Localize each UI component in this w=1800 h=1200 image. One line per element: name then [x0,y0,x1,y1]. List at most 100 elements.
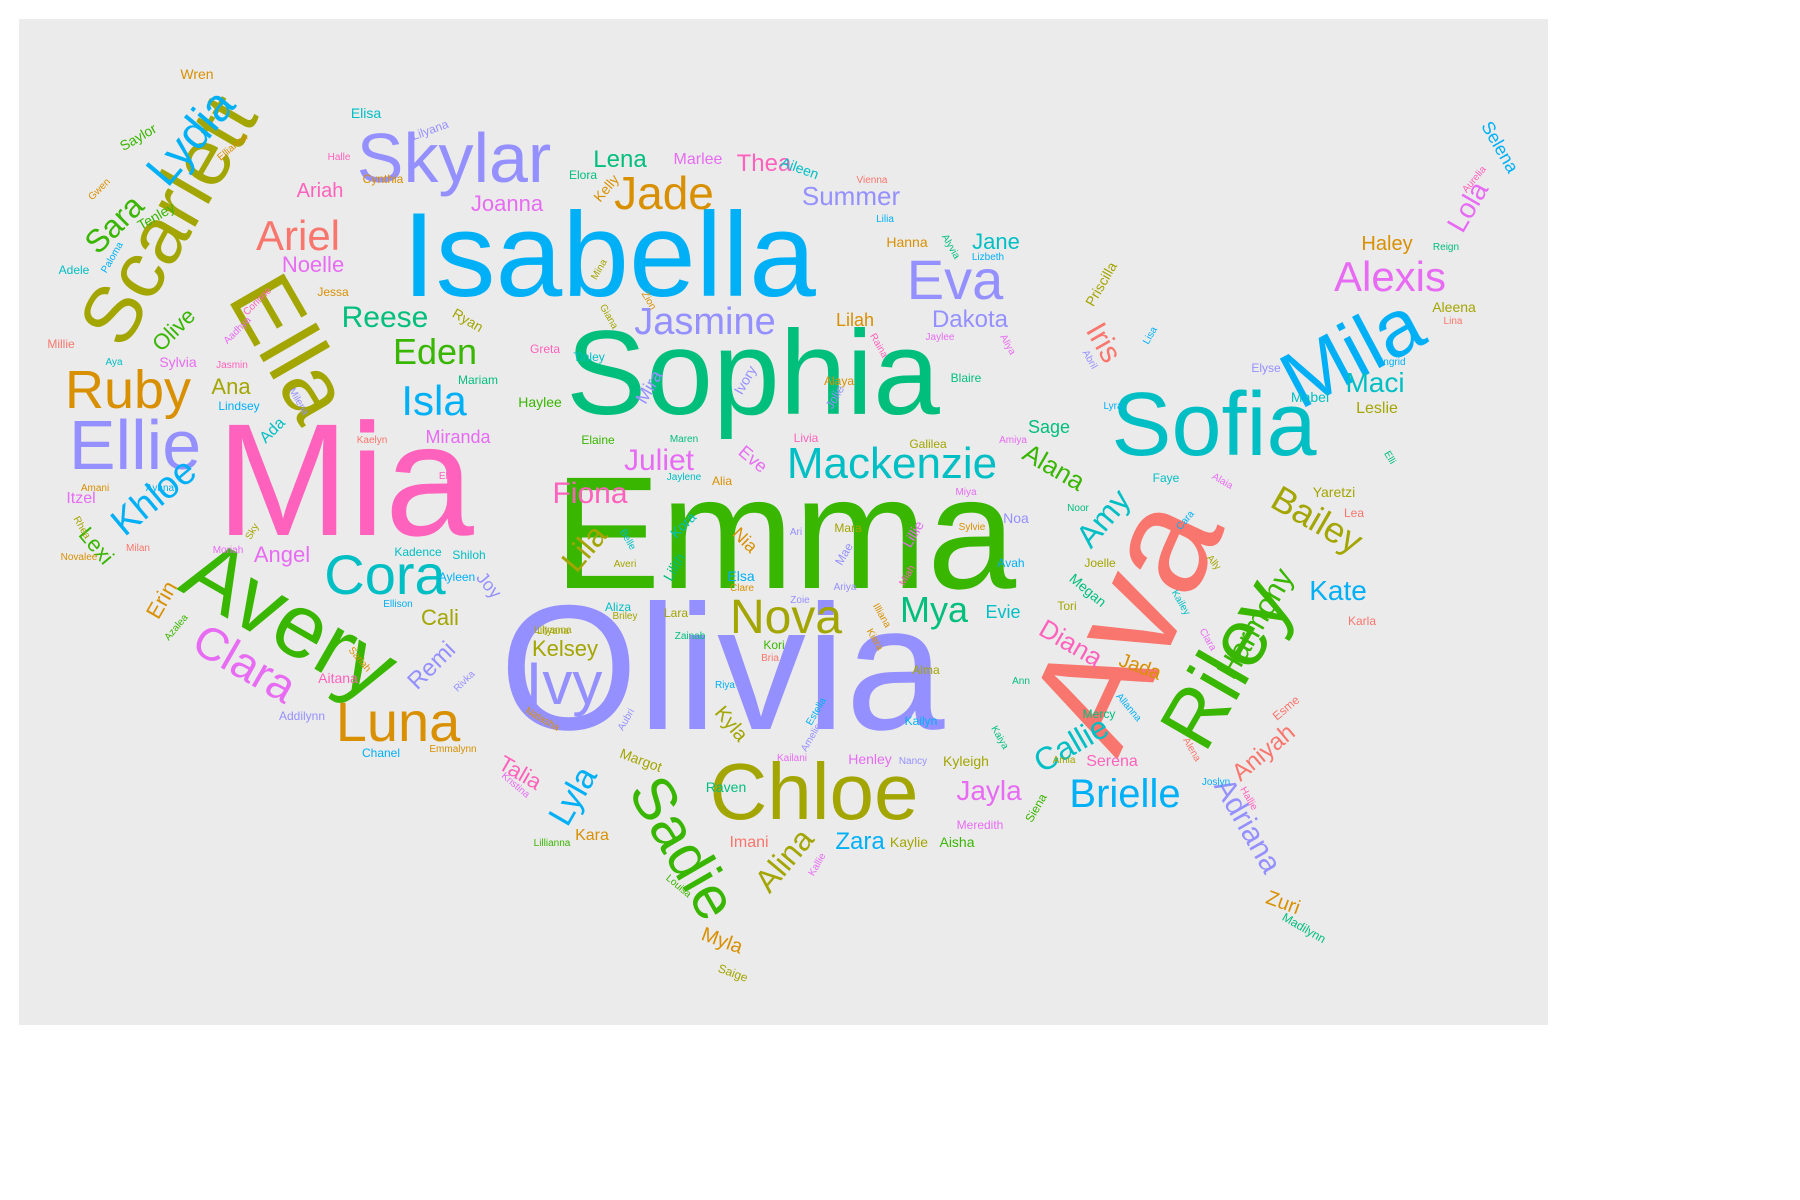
word-mercy: Mercy [1082,707,1116,721]
word-jaylene: Jaylene [666,472,702,483]
word-millie: Millie [47,337,75,351]
word-aileen: Aileen [778,153,822,183]
word-aliza: Aliza [604,600,632,614]
word-joanna: Joanna [470,191,544,216]
word-alexis: Alexis [1333,253,1447,300]
word-lena: Lena [593,146,647,173]
word-fiona: Fiona [552,477,628,510]
word-eden: Eden [392,331,478,372]
word-summer: Summer [801,181,901,211]
word-mia: Mia [216,390,474,569]
word-aniyah: Aniyah [1226,718,1301,787]
word-ari: Ari [789,527,803,538]
word-ann: Ann [1012,676,1030,687]
word-joslyn: Joslyn [1201,777,1231,788]
word-lindsey: Lindsey [218,399,260,413]
word-lillianna: Lillianna [533,838,571,849]
word-ruby: Ruby [64,360,192,420]
word-kori: Kori [763,638,785,652]
word-elisa: Elisa [350,105,382,121]
word-lyla: Lyla [541,760,605,832]
word-brielle: Brielle [1069,772,1181,816]
word-amiya: Amiya [999,435,1027,446]
word-saige: Saige [716,961,750,985]
word-itzel: Itzel [66,490,96,507]
word-ingrid: Ingrid [1380,357,1406,368]
word-leslie: Leslie [1356,400,1398,417]
word-cora: Cora [324,543,446,606]
word-kaiya: Kaiya [988,724,1011,752]
word-sofia: Sofia [1111,375,1317,475]
word-mya: Mya [899,589,969,630]
word-tori: Tori [1057,599,1077,613]
word-ariel: Ariel [255,212,341,259]
word-reese: Reese [341,301,429,334]
word-evie: Evie [985,602,1021,622]
word-faye: Faye [1152,471,1180,485]
word-marlee: Marlee [673,151,723,168]
word-ayana: Ayana [145,483,175,494]
word-elli: Elli [1381,449,1398,467]
word-sage: Sage [1027,417,1071,437]
word-gwen: Gwen [86,176,113,203]
word-kelsey: Kelsey [531,636,599,661]
word-noa: Noa [1003,510,1029,526]
word-kailyn: Kailyn [904,714,938,728]
word-lilia: Lilia [876,214,894,225]
word-noor: Noor [1067,503,1089,514]
word-greta: Greta [529,342,561,356]
word-clare: Clare [730,583,754,594]
word-ivy: Ivy [525,650,603,717]
word-chanel: Chanel [361,746,401,760]
word-mabel: Mabel [1290,389,1330,405]
word-cali: Cali [421,605,459,630]
word-henley: Henley [848,751,892,767]
word-luna: Luna [335,690,461,753]
word-lyra: Lyra [1103,401,1123,412]
word-nova: Nova [729,591,843,644]
word-cloud-panel: Olivia Emma Mia Sophia Isabella Ava Sofia Avery… [19,19,1548,1025]
word-eva: Eva [906,248,1004,311]
word-raven: Raven [705,779,747,795]
word-wren: Wren [180,66,214,82]
word-dakota: Dakota [931,306,1009,333]
word-rivka: Rivka [451,668,478,695]
word-siena: Siena [1022,791,1050,825]
word-jasmin: Jasmin [216,360,248,371]
word-milan: Milan [126,543,150,554]
word-jayla: Jayla [956,775,1022,806]
word-emmalynn: Emmalynn [429,744,477,755]
word-lina: Lina [1443,316,1463,327]
word-noelle: Noelle [281,252,345,277]
word-elyse: Elyse [1251,361,1281,375]
word-madilynn: Madilynn [1279,909,1329,947]
word-nancy: Nancy [898,756,928,767]
word-angel: Angel [253,542,311,567]
word-lilyanna: Lilyanna [534,625,572,636]
word-elora: Elora [568,168,598,182]
word-ellison: Ellison [383,599,413,610]
word-aleena: Aleena [1432,299,1476,315]
word-galilea: Galilea [909,437,947,451]
word-imani: Imani [729,834,769,851]
word-serena: Serena [1086,753,1138,770]
word-mara: Mara [834,521,862,535]
word-blaire: Blaire [950,371,982,385]
word-erin: Erin [140,576,183,623]
word-averi: Averi [613,559,637,570]
word-jaylee: Jaylee [925,332,955,343]
word-addilynn: Addilynn [278,709,326,723]
word-hanna: Hanna [886,234,928,250]
word-maci: Maci [1345,367,1405,398]
word-alaia: Alaia [1209,471,1235,492]
word-yaretzi: Yaretzi [1312,484,1356,500]
word-sophia: Sophia [566,306,940,440]
word-jasmine: Jasmine [634,301,776,343]
word-mackenzie: Mackenzie [786,439,998,488]
word-briley: Briley [612,611,638,622]
word-elaine: Elaine [581,433,615,447]
word-kate: Kate [1309,575,1367,606]
word-alaya: Alaya [823,374,855,388]
word-aya: Aya [105,357,123,368]
word-kadence: Kadence [394,545,442,559]
